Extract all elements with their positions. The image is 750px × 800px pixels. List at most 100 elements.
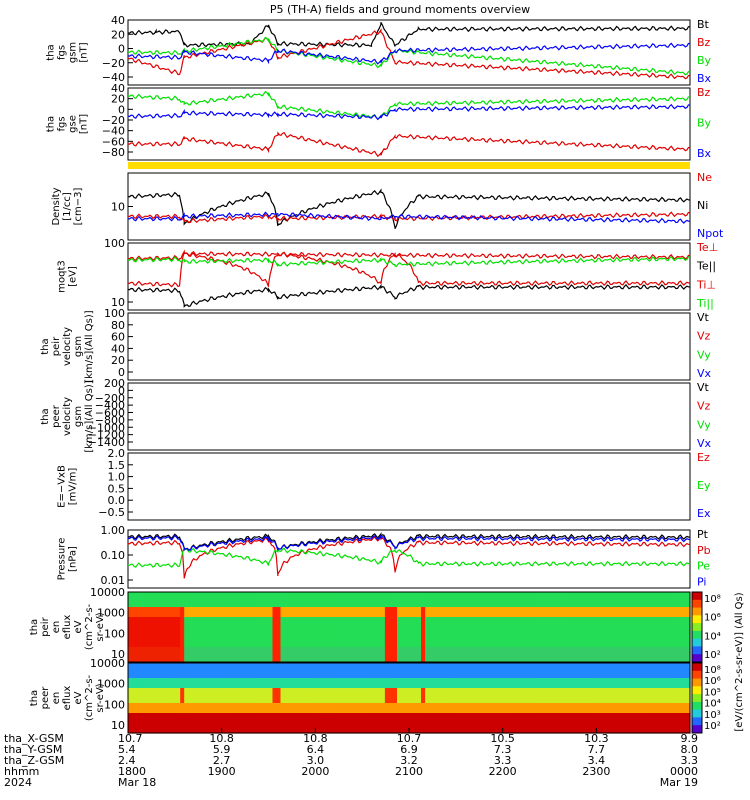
spectrogram-cell xyxy=(561,718,567,724)
spectrogram-cell xyxy=(236,617,241,623)
spectrogram-cell xyxy=(228,678,233,684)
spectrogram-cell xyxy=(336,632,342,638)
spectrogram-cell xyxy=(645,612,651,618)
spectrogram-cell xyxy=(437,698,442,704)
spectrogram-cell xyxy=(392,673,398,679)
spectrogram-cell xyxy=(312,723,318,729)
spectrogram-cell xyxy=(645,718,651,724)
spectrogram-cell xyxy=(637,708,643,714)
spectrogram-cell xyxy=(160,723,165,729)
spectrogram-cell xyxy=(669,713,675,719)
spectrogram-cell xyxy=(268,668,274,674)
spectrogram-cell xyxy=(461,713,466,719)
spectrogram-cell xyxy=(649,688,655,694)
colorbar-tick: 10⁵ xyxy=(704,687,721,698)
spectrogram-cell xyxy=(320,678,326,684)
spectrogram-cell xyxy=(682,718,687,724)
spectrogram-cell xyxy=(384,617,390,623)
spectrogram-cell xyxy=(372,708,378,714)
spectrogram-cell xyxy=(248,657,253,663)
spectrogram-cell xyxy=(621,723,627,729)
spectrogram-cell xyxy=(557,678,563,684)
spectrogram-cell xyxy=(376,647,382,653)
spectrogram-cell xyxy=(517,693,522,699)
legend-entry: Bx xyxy=(697,147,712,160)
spectrogram-cell xyxy=(188,688,193,694)
spectrogram-cell xyxy=(401,657,406,663)
spectrogram-cell xyxy=(380,652,386,658)
y-tick-label: 0.10 xyxy=(101,549,126,562)
spectrogram-cell xyxy=(324,597,330,603)
spectrogram-cell xyxy=(481,597,486,603)
spectrogram-cell xyxy=(236,607,241,613)
spectrogram-cell xyxy=(645,657,651,663)
spectrogram-cell xyxy=(296,673,302,679)
spectrogram-cell xyxy=(216,652,221,658)
spectrogram-cell xyxy=(360,663,366,669)
spectrogram-cell xyxy=(384,602,390,608)
spectrogram-cell xyxy=(465,703,470,709)
spectrogram-cell xyxy=(192,693,197,699)
spectrogram-cell xyxy=(533,632,538,638)
spectrogram-cell xyxy=(244,637,249,643)
spectrogram-cell xyxy=(481,713,486,719)
spectrogram-cell xyxy=(437,668,442,674)
spectrogram-cell xyxy=(140,688,145,694)
spectrogram-cell xyxy=(212,668,217,674)
spectrogram-cell xyxy=(557,668,563,674)
spectrogram-cell xyxy=(388,652,394,658)
spectrogram-cell xyxy=(457,657,462,663)
spectrogram-cell xyxy=(344,617,350,623)
colorbar-band xyxy=(692,615,702,624)
spectrogram-cell xyxy=(268,607,274,613)
spectrogram-cell xyxy=(637,683,643,689)
spectrogram-cell xyxy=(541,713,547,719)
spectrogram-cell xyxy=(421,713,426,719)
spectrogram-cell xyxy=(621,602,627,608)
spectrogram-cell xyxy=(256,668,262,674)
spectrogram-cell xyxy=(224,663,229,669)
spectrogram-cell xyxy=(549,693,555,699)
spectrogram-cell xyxy=(669,698,675,704)
spectrogram-cell xyxy=(176,683,181,689)
spectrogram-cell xyxy=(344,632,350,638)
spectrogram-cell xyxy=(425,723,430,729)
x-tick-value: 3.4 xyxy=(588,754,606,767)
spectrogram-cell xyxy=(392,612,398,618)
spectrogram-cell xyxy=(236,642,241,648)
spectrogram-cell xyxy=(156,698,161,704)
spectrogram-cell xyxy=(449,632,454,638)
spectrogram-cell xyxy=(678,642,683,648)
spectrogram-cell xyxy=(164,597,169,603)
spectrogram-cell xyxy=(605,642,611,648)
spectrogram-cell xyxy=(232,718,237,724)
spectrogram-cell xyxy=(148,602,153,608)
spectrogram-cell xyxy=(517,607,522,613)
spectrogram-cell xyxy=(617,718,623,724)
spectrogram-cell xyxy=(605,713,611,719)
spectrogram-cell xyxy=(678,708,683,714)
spectrogram-cell xyxy=(453,698,458,704)
spectrogram-cell xyxy=(525,723,530,729)
spectrogram-cell xyxy=(686,602,691,608)
spectrogram-cell xyxy=(296,718,302,724)
spectrogram-cell xyxy=(561,728,567,734)
spectrogram-cell xyxy=(673,708,679,714)
spectrogram-cell xyxy=(336,728,342,734)
spectrogram-cell xyxy=(409,723,414,729)
spectrogram-cell xyxy=(256,713,262,719)
spectrogram-cell xyxy=(601,642,607,648)
spectrogram-cell xyxy=(320,688,326,694)
spectrogram-cell xyxy=(240,607,245,613)
spectrogram-cell xyxy=(505,708,510,714)
spectrogram-cell xyxy=(156,693,161,699)
spectrogram-cell xyxy=(220,657,225,663)
spectrogram-cell xyxy=(300,602,306,608)
spectrogram-cell xyxy=(581,592,587,598)
spectrogram-cell xyxy=(637,612,643,618)
spectrogram-cell xyxy=(268,703,274,709)
spectrogram-cell xyxy=(433,622,438,628)
spectrogram-cell xyxy=(629,728,635,734)
spectrogram-cell xyxy=(569,622,575,628)
spectrogram-cell xyxy=(164,657,169,663)
